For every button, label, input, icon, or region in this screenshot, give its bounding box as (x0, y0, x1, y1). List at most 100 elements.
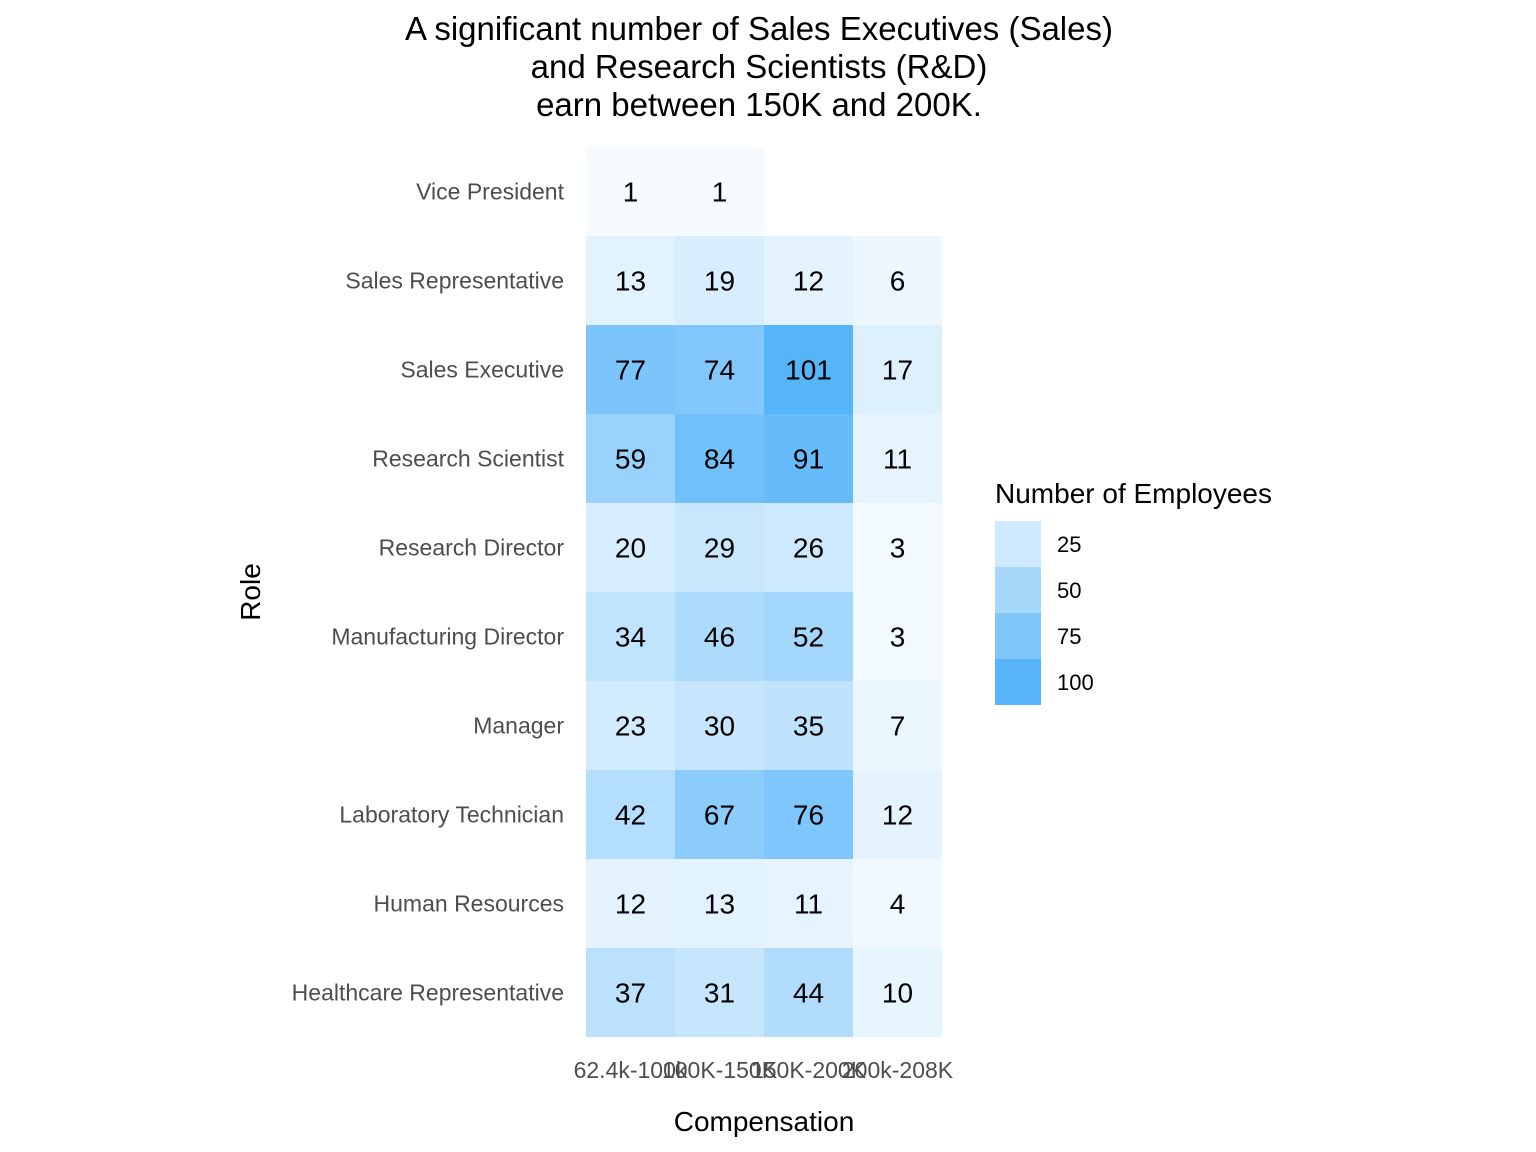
cell-value-label: 26 (793, 533, 824, 564)
heatmap-cell (675, 592, 764, 681)
x-axis-title: Compensation (674, 1106, 855, 1137)
cell-value-label: 52 (793, 622, 824, 653)
heatmap-cell (853, 859, 942, 948)
cell-value-label: 34 (615, 622, 646, 653)
heatmap-cell (764, 770, 853, 859)
heatmap-cell (586, 681, 675, 770)
heatmap-cell (764, 325, 853, 414)
y-tick-label: Manufacturing Director (331, 624, 564, 650)
legend-label: 75 (1057, 624, 1081, 649)
heatmap-cell (675, 236, 764, 325)
cell-value-label: 30 (704, 711, 735, 742)
heatmap-cell (586, 414, 675, 503)
heatmap-cell (586, 770, 675, 859)
heatmap-cells (586, 147, 942, 1037)
cell-value-label: 35 (793, 711, 824, 742)
cell-value-label: 1 (712, 177, 728, 208)
heatmap-cell (675, 681, 764, 770)
x-tick-label: 62.4k-100k (574, 1057, 688, 1083)
chart-title: A significant number of Sales Executives… (405, 10, 1113, 123)
heatmap-cell (675, 147, 764, 236)
cell-value-label: 12 (793, 266, 824, 297)
heatmap-cell (675, 859, 764, 948)
legend-key (995, 613, 1041, 659)
cell-value-label: 6 (890, 266, 906, 297)
cell-value-label: 13 (615, 266, 646, 297)
y-axis-tick-labels: Healthcare Representative Human Resources… (292, 179, 565, 1006)
x-tick-label: 200k-208K (842, 1057, 954, 1083)
y-tick-label: Laboratory Technician (339, 802, 564, 828)
y-tick-label: Vice President (416, 179, 564, 205)
heatmap-cell (853, 948, 942, 1037)
heatmap-cell (853, 681, 942, 770)
heatmap-cell (586, 236, 675, 325)
legend-key (995, 521, 1041, 567)
cell-value-label: 84 (704, 444, 735, 475)
heatmap-cell (675, 503, 764, 592)
cell-value-label: 77 (615, 355, 646, 386)
cell-value-label: 11 (794, 889, 823, 920)
chart-title-line: A significant number of Sales Executives… (405, 10, 1113, 47)
cell-value-label: 19 (704, 266, 735, 297)
cell-value-label: 11 (883, 444, 912, 475)
heatmap-cell (675, 770, 764, 859)
heatmap-cell (586, 859, 675, 948)
y-tick-label: Research Scientist (372, 446, 564, 472)
heatmap-cell (853, 414, 942, 503)
cell-value-label: 76 (793, 800, 824, 831)
cell-value-label: 46 (704, 622, 735, 653)
cell-value-label: 44 (793, 978, 824, 1009)
heatmap-cell (764, 948, 853, 1037)
cell-value-label: 59 (615, 444, 646, 475)
legend-title: Number of Employees (995, 478, 1272, 509)
y-tick-label: Sales Executive (400, 357, 564, 383)
cell-value-label: 23 (615, 711, 646, 742)
legend: Number of Employees 25 50 75 100 (995, 478, 1272, 705)
heatmap-cell (764, 592, 853, 681)
heatmap-cell (586, 325, 675, 414)
y-tick-label: Human Resources (374, 891, 564, 917)
heatmap-cell (853, 592, 942, 681)
y-tick-label: Healthcare Representative (292, 980, 564, 1006)
cell-value-label: 91 (793, 444, 824, 475)
heatmap-cell (853, 236, 942, 325)
cell-value-label: 3 (890, 622, 906, 653)
cell-value-label: 101 (785, 355, 832, 386)
legend-items: 25 50 75 100 (995, 521, 1094, 705)
cell-value-label: 7 (890, 711, 906, 742)
cell-value-label: 20 (615, 533, 646, 564)
cell-value-label: 13 (704, 889, 735, 920)
x-tick-label: 150K-200K (751, 1057, 867, 1083)
cell-value-label: 12 (882, 800, 913, 831)
legend-label: 100 (1057, 670, 1094, 695)
legend-key (995, 567, 1041, 613)
heatmap-cell (586, 503, 675, 592)
y-tick-label: Manager (473, 713, 564, 739)
heatmap-cell (586, 592, 675, 681)
cell-value-label: 1 (623, 177, 639, 208)
cell-value-label: 37 (615, 978, 646, 1009)
x-tick-label: 100K-150K (662, 1057, 778, 1083)
legend-key (995, 659, 1041, 705)
heatmap-cell (586, 948, 675, 1037)
cell-value-label: 12 (615, 889, 646, 920)
heatmap-cell (675, 414, 764, 503)
cell-value-label: 17 (882, 355, 913, 386)
chart-title-line: and Research Scientists (R&D) (531, 48, 988, 85)
heatmap-cell (675, 948, 764, 1037)
cell-value-label: 3 (890, 533, 906, 564)
cell-value-label: 67 (704, 800, 735, 831)
heatmap-cell (853, 325, 942, 414)
legend-label: 50 (1057, 578, 1081, 603)
heatmap-cell (764, 503, 853, 592)
cell-value-label: 10 (882, 978, 913, 1009)
y-tick-label: Sales Representative (345, 268, 564, 294)
cell-value-label: 74 (704, 355, 735, 386)
heatmap-cell (764, 681, 853, 770)
heatmap-cell (675, 325, 764, 414)
cell-value-label: 42 (615, 800, 646, 831)
heatmap-cell (853, 770, 942, 859)
heatmap-cell (764, 859, 853, 948)
